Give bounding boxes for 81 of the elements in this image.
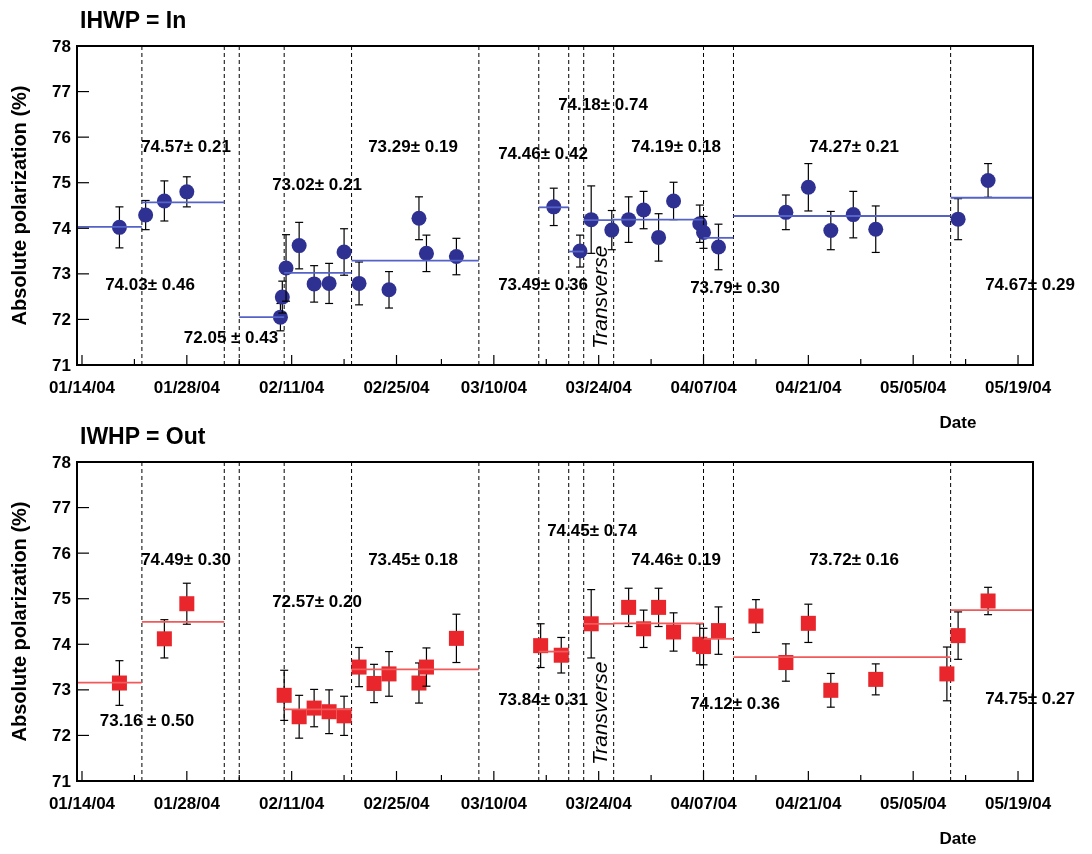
x-tick-label: 05/05/04 — [880, 794, 947, 813]
annotation: 73.79± 0.30 — [690, 277, 780, 297]
x-tick-label: 02/25/04 — [363, 794, 431, 813]
point — [823, 682, 839, 698]
x-tick-label: 02/11/04 — [259, 794, 325, 813]
annotation: 73.49± 0.36 — [498, 274, 588, 294]
y-axis-title: Absolute polarization (%) — [8, 501, 30, 742]
x-tick-label: 04/21/04 — [775, 794, 842, 813]
chart-title: IHWP = In — [80, 7, 187, 33]
annotation: 72.05 ± 0.43 — [183, 327, 279, 347]
x-tick-label: 04/21/04 — [775, 378, 842, 397]
annotation: 73.72± 0.16 — [809, 549, 899, 569]
annotation: 73.29± 0.19 — [368, 136, 458, 156]
y-tick-label: 71 — [52, 771, 71, 791]
point — [291, 709, 307, 725]
point — [156, 631, 172, 647]
y-axis-title: Absolute polarization (%) — [8, 85, 30, 326]
ref-line-label: Transverse — [587, 245, 611, 349]
x-axis-title: Date — [939, 413, 977, 432]
annotation: 74.46± 0.42 — [498, 143, 588, 163]
x-tick-label: 04/07/04 — [670, 378, 738, 397]
point — [800, 615, 816, 631]
point — [868, 671, 884, 687]
y-tick-label: 73 — [52, 264, 71, 284]
y-tick-label: 71 — [52, 355, 71, 375]
x-tick-label: 01/14/04 — [48, 378, 116, 397]
annotation: 74.49± 0.30 — [141, 549, 231, 569]
point — [276, 687, 292, 703]
y-tick-label: 75 — [52, 173, 71, 193]
point — [621, 599, 637, 615]
y-tick-label: 74 — [52, 634, 72, 654]
y-tick-label: 73 — [52, 680, 71, 700]
x-tick-label: 01/28/04 — [153, 794, 221, 813]
x-tick-label: 02/25/04 — [363, 378, 431, 397]
y-tick-label: 72 — [52, 725, 71, 745]
annotation: 74.03± 0.46 — [105, 274, 195, 294]
point — [748, 608, 764, 624]
y-tick-label: 77 — [52, 498, 71, 518]
annotation: 73.84± 0.31 — [498, 689, 588, 709]
point — [710, 623, 726, 639]
y-tick-label: 78 — [52, 452, 71, 472]
x-tick-label: 02/11/04 — [259, 378, 325, 397]
point — [179, 596, 195, 612]
x-tick-label: 01/28/04 — [153, 378, 221, 397]
point — [696, 639, 712, 655]
annotation: 72.57± 0.20 — [272, 591, 362, 611]
x-tick-label: 03/24/04 — [565, 378, 633, 397]
x-tick-label: 05/05/04 — [880, 378, 947, 397]
chart-title: IWHP = Out — [80, 423, 206, 449]
annotation: 74.19± 0.18 — [631, 136, 721, 156]
point — [321, 704, 337, 720]
point — [306, 700, 322, 716]
y-tick-label: 76 — [52, 127, 71, 147]
x-tick-label: 03/24/04 — [565, 794, 633, 813]
annotation: 74.18± 0.74 — [558, 94, 649, 114]
y-tick-label: 77 — [52, 82, 71, 102]
x-tick-label: 01/14/04 — [48, 794, 116, 813]
x-axis-title: Date — [939, 829, 977, 848]
y-tick-label: 74 — [52, 218, 72, 238]
annotation: 74.27± 0.21 — [809, 136, 899, 156]
annotation: 73.02± 0.21 — [272, 174, 362, 194]
x-tick-label: 03/10/04 — [460, 378, 528, 397]
y-tick-label: 78 — [52, 36, 71, 56]
x-tick-label: 03/10/04 — [460, 794, 528, 813]
annotation: 73.16 ± 0.50 — [99, 710, 195, 730]
y-tick-label: 75 — [52, 589, 71, 609]
x-tick-label: 05/19/04 — [984, 378, 1052, 397]
point — [336, 708, 352, 724]
annotation: 74.45± 0.74 — [547, 520, 638, 540]
point — [366, 675, 382, 691]
y-tick-label: 76 — [52, 543, 71, 563]
annotation: 74.57± 0.21 — [141, 136, 231, 156]
ref-line-label: Transverse — [587, 661, 611, 765]
y-tick-label: 72 — [52, 309, 71, 329]
annotation: 73.45± 0.18 — [368, 549, 458, 569]
x-tick-label: 05/19/04 — [984, 794, 1052, 813]
annotation: 74.46± 0.19 — [631, 549, 721, 569]
point — [666, 624, 682, 640]
point — [651, 599, 667, 615]
x-tick-label: 04/07/04 — [670, 794, 738, 813]
annotation: 74.12± 0.36 — [690, 693, 780, 713]
